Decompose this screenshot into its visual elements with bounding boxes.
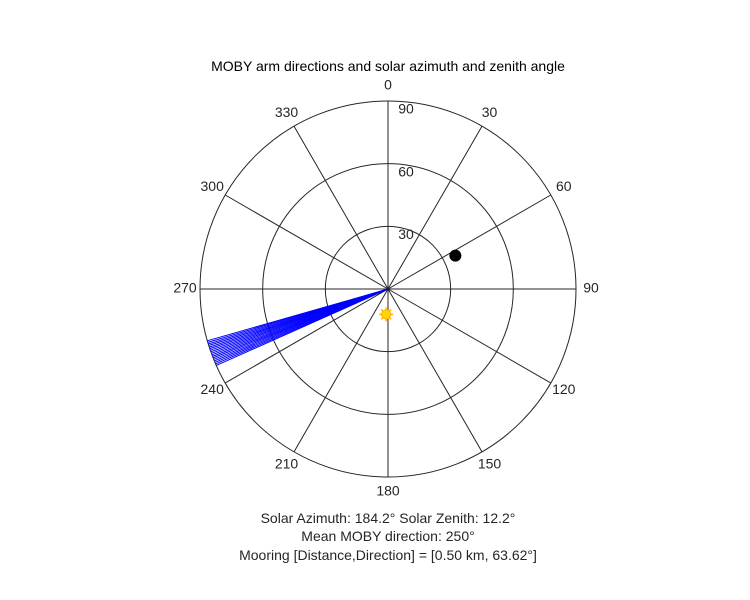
- sun-icon: [379, 307, 394, 322]
- r-tick-label: 60: [398, 163, 414, 179]
- theta-tick-label: 90: [583, 280, 599, 296]
- theta-tick-label: 30: [482, 104, 498, 120]
- theta-tick-label: 210: [275, 456, 299, 472]
- r-tick-label: 30: [398, 226, 414, 242]
- caption-mean-direction: Mean MOBY direction: 250°: [301, 528, 474, 544]
- arm-direction-lines: [207, 288, 389, 366]
- theta-tick-label: 240: [201, 381, 225, 397]
- theta-tick-label: 0: [384, 77, 392, 93]
- theta-spoke: [387, 125, 483, 290]
- theta-spoke: [387, 288, 483, 453]
- theta-tick-labels: 0 30 60 90 120 150 180 210 240 270 300 330: [173, 77, 599, 499]
- theta-spoke: [387, 288, 552, 384]
- caption-solar-angles: Solar Azimuth: 184.2° Solar Zenith: 12.2…: [261, 510, 516, 526]
- theta-spoke: [224, 194, 389, 290]
- theta-spoke: [387, 194, 552, 290]
- theta-spokes: [200, 101, 576, 477]
- chart-title: MOBY arm directions and solar azimuth an…: [211, 58, 565, 74]
- theta-tick-label: 180: [376, 483, 400, 499]
- arm-direction-line: [207, 288, 389, 342]
- theta-tick-label: 120: [552, 381, 576, 397]
- theta-tick-label: 150: [478, 456, 502, 472]
- theta-spoke: [293, 125, 389, 290]
- r-tick-labels: 30 60 90: [398, 101, 414, 242]
- theta-tick-label: 300: [201, 178, 225, 194]
- theta-tick-label: 330: [275, 104, 299, 120]
- theta-tick-label: 270: [173, 280, 197, 296]
- markers: [379, 249, 462, 322]
- mooring-marker: [449, 249, 462, 262]
- caption: Solar Azimuth: 184.2° Solar Zenith: 12.2…: [239, 510, 537, 563]
- theta-tick-label: 60: [556, 178, 572, 194]
- theta-spoke: [224, 288, 389, 384]
- caption-mooring: Mooring [Distance,Direction] = [0.50 km,…: [239, 547, 537, 563]
- r-tick-label: 90: [398, 101, 414, 117]
- sun-marker: [381, 309, 392, 320]
- theta-spoke: [293, 288, 389, 453]
